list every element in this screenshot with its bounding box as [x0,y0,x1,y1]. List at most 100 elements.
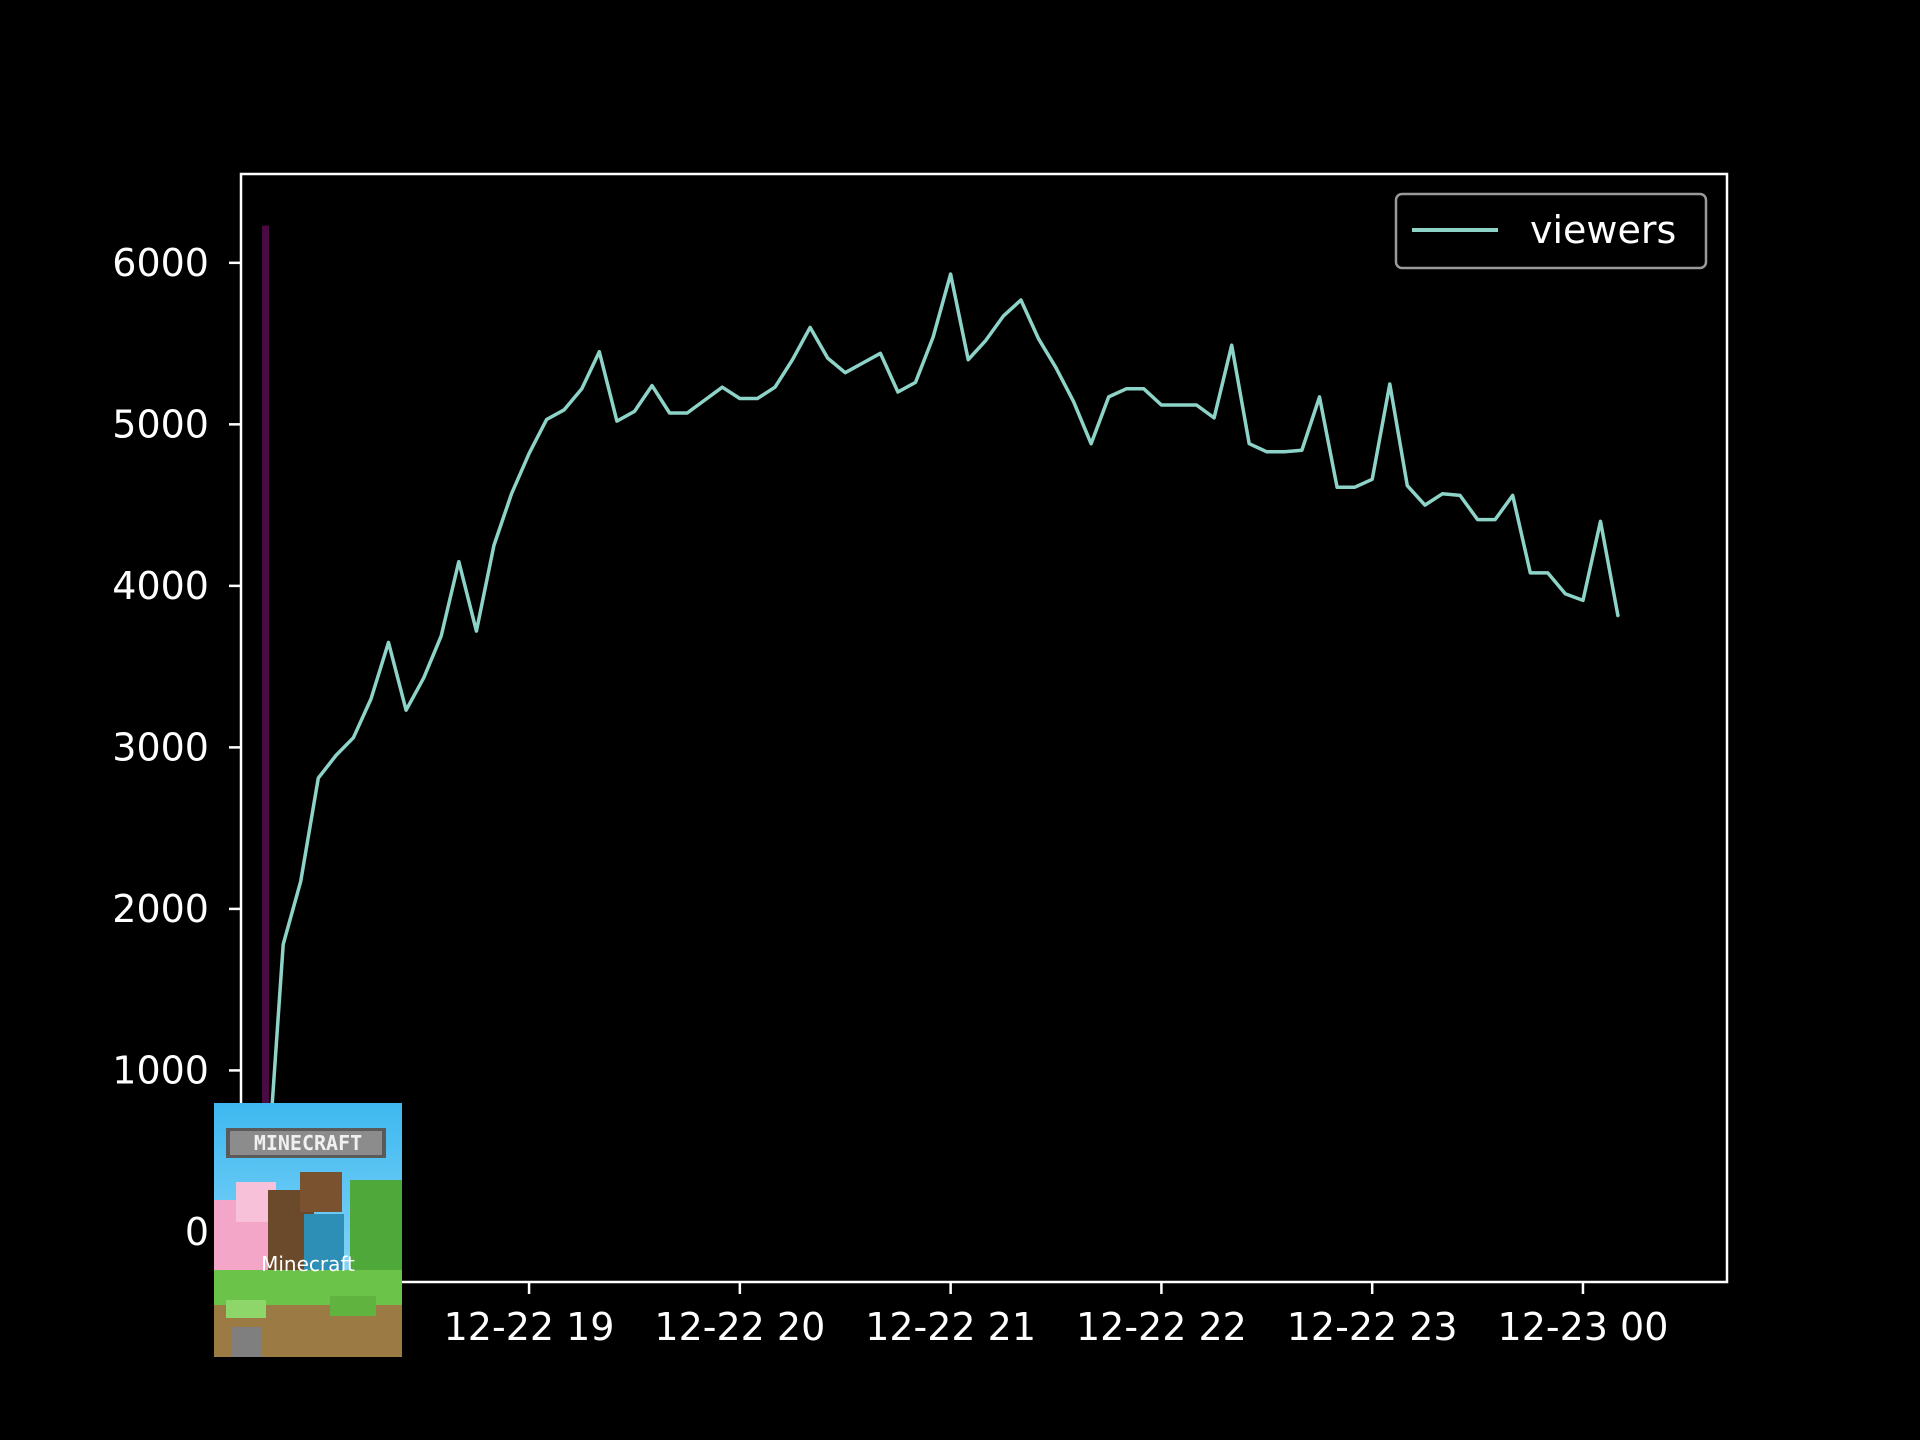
y-tick-label: 3000 [112,725,209,769]
data-point [967,358,969,361]
data-point [1125,388,1128,390]
data-point [493,544,495,547]
data-point [1441,493,1444,495]
data-point [1055,367,1057,369]
y-tick-label: 1000 [112,1048,209,1092]
data-point [563,409,565,411]
series-layer [263,272,1620,1201]
data-point [1599,520,1602,523]
data-point [1336,486,1338,489]
data-point [897,391,899,393]
series-line-viewers [263,272,1620,1200]
data-point [1371,478,1373,481]
data-point [721,386,724,389]
data-point [1037,337,1040,340]
data-point [756,397,759,400]
data-point [985,339,987,342]
data-point [1301,449,1303,452]
data-point [686,412,688,414]
data-point [440,635,443,637]
data-point [949,273,952,275]
data-point [1090,442,1092,445]
data-point [545,418,548,421]
data-point [1459,494,1461,497]
legend-label-viewers: viewers [1530,208,1676,252]
legend-box [1394,192,1708,270]
y-tick-label: 5000 [112,402,209,446]
data-point [809,326,811,329]
data-point [1389,383,1391,385]
data-point [335,754,337,757]
data-point [405,709,407,711]
data-point [1564,593,1567,595]
data-point [299,880,302,883]
data-point [1511,494,1514,497]
data-point [1107,396,1110,398]
data-point [1020,299,1022,301]
data-point [387,641,390,644]
data-point [598,350,601,353]
data-point [317,777,320,779]
data-point [1213,417,1215,419]
data-point [862,362,864,364]
y-tick-label: 6000 [112,241,209,285]
y-tick-label: 2000 [112,887,209,931]
data-point [826,357,829,359]
game-thumbnail: MINECRAFT Minecraft [214,1103,402,1357]
data-point [422,677,425,679]
data-point [774,386,776,389]
data-point [633,410,636,413]
data-point [1178,404,1180,406]
data-point [1318,396,1321,398]
data-point [581,388,583,390]
data-point [1143,388,1145,390]
data-point [1002,315,1005,317]
data-point [739,397,741,400]
x-tick-label: 12-23 00 [1498,1305,1669,1349]
y-axis: 0 1000 2000 3000 4000 5000 6000 [112,241,241,1254]
legend: viewers [1394,192,1708,270]
data-point [1547,572,1549,574]
data-point [1406,484,1409,487]
data-point [528,452,530,455]
data-point [475,630,478,632]
data-point [703,399,706,401]
data-point [914,381,917,384]
data-point [352,736,355,739]
data-point [1582,599,1584,602]
data-point [1529,572,1532,574]
data-point [282,943,285,946]
x-tick-label: 12-22 22 [1076,1305,1247,1349]
data-point [791,358,794,361]
data-point [1248,442,1250,445]
thumbnail-art [214,1103,402,1357]
data-point [616,420,618,422]
minecraft-logo: MINECRAFT [254,1131,362,1155]
plot-frame [239,172,1729,1284]
data-point [1266,451,1268,453]
data-point [844,371,846,374]
y-tick-label: 0 [185,1210,209,1254]
data-point [1476,518,1479,521]
data-point [651,384,653,387]
data-point [370,698,372,700]
y-tick-label: 4000 [112,564,209,608]
x-tick-label: 12-22 21 [865,1305,1036,1349]
data-point [1283,451,1286,453]
x-tick-label: 12-22 20 [654,1305,825,1349]
data-point [1617,615,1619,618]
data-point [879,352,882,355]
data-point [1072,400,1075,403]
data-point [510,493,513,495]
data-point [668,412,671,414]
data-point [1230,344,1233,347]
thumbnail-caption: Minecraft [261,1252,355,1276]
data-point [1494,518,1496,521]
x-tick-label: 12-22 23 [1287,1305,1458,1349]
data-point [1353,486,1356,489]
data-point [1160,404,1163,406]
data-point [458,560,460,563]
data-point [1424,504,1426,506]
